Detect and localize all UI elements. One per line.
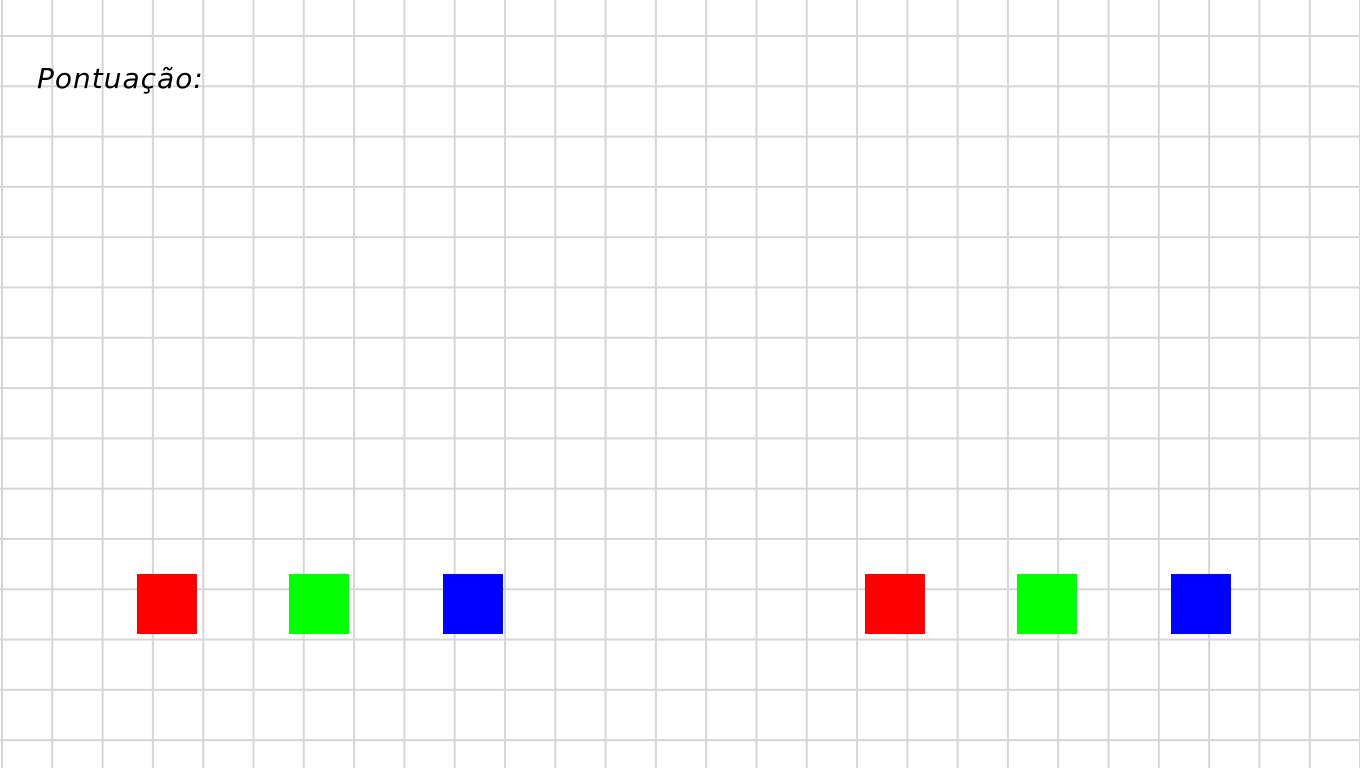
green-block-right[interactable] [1017, 574, 1077, 634]
red-block-left[interactable] [137, 574, 197, 634]
blue-block-right[interactable] [1171, 574, 1231, 634]
red-block-right[interactable] [865, 574, 925, 634]
score-label: Pontuação: [37, 62, 204, 95]
blue-block-left[interactable] [443, 574, 503, 634]
green-block-left[interactable] [289, 574, 349, 634]
